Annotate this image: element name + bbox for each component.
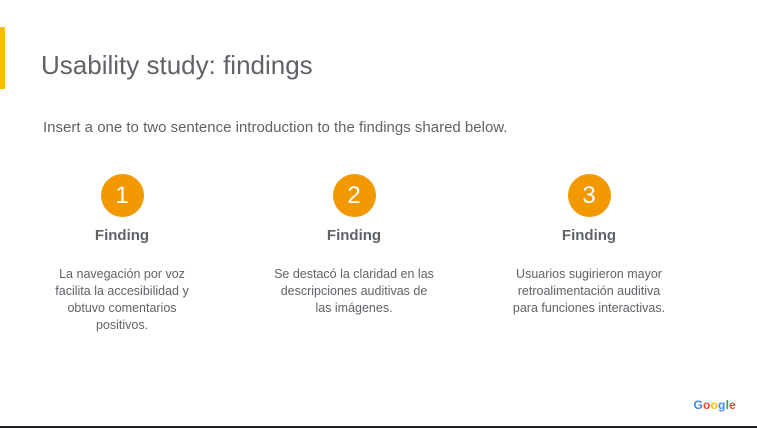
- accent-bar: [0, 27, 5, 89]
- google-logo-letter: o: [710, 398, 719, 412]
- finding-heading: Finding: [561, 227, 617, 244]
- finding-heading: Finding: [94, 227, 150, 244]
- finding-text: Usuarios sugirieron mayor retroalimentac…: [512, 267, 666, 315]
- finding-card-2: 2 Finding Se destacó la claridad en las …: [269, 174, 439, 317]
- google-logo-letter: e: [729, 398, 736, 412]
- slide-title: Usability study: findings: [41, 50, 313, 80]
- finding-number-badge: 1: [100, 174, 144, 217]
- finding-card-1: 1 Finding La navegación por voz facilita…: [37, 174, 207, 334]
- finding-number-badge: 2: [332, 174, 376, 217]
- intro-text: Insert a one to two sentence introductio…: [43, 119, 508, 136]
- google-logo-letter: o: [702, 398, 711, 412]
- google-logo-letter: G: [693, 398, 703, 412]
- finding-text: La navegación por voz facilita la accesi…: [55, 267, 189, 332]
- finding-number-badge: 3: [567, 174, 611, 217]
- bottom-divider: [0, 426, 757, 428]
- finding-heading: Finding: [326, 227, 382, 244]
- finding-text: Se destacó la claridad en las descripcio…: [274, 267, 434, 315]
- google-logo-letter: g: [718, 398, 726, 412]
- google-logo-letter: l: [725, 398, 730, 412]
- finding-card-3: 3 Finding Usuarios sugirieron mayor retr…: [504, 174, 674, 317]
- google-logo: Google: [693, 398, 736, 412]
